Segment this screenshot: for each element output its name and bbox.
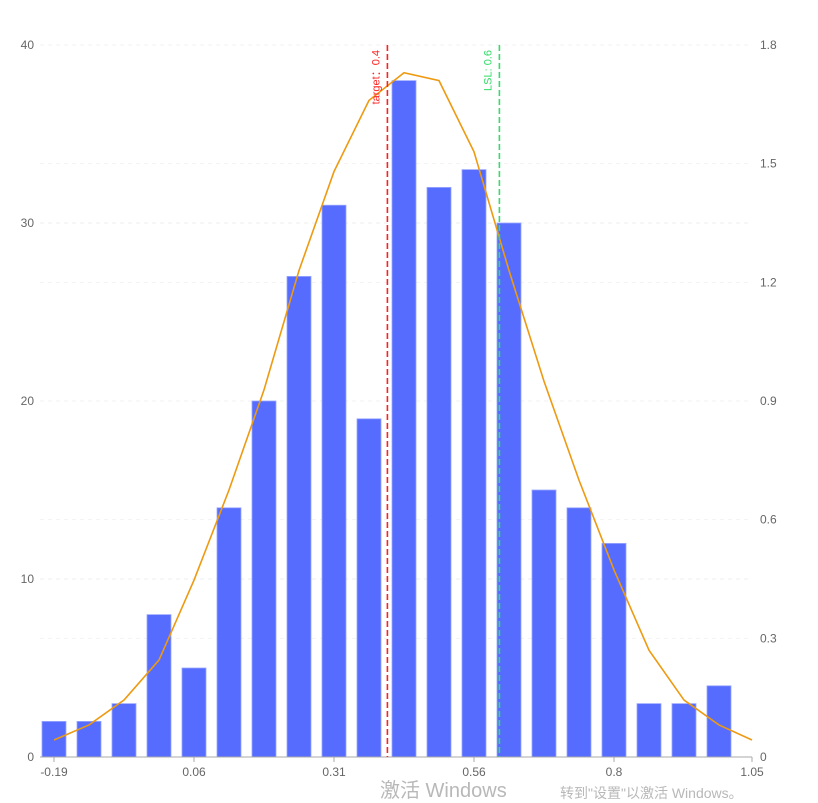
- histogram-bar: [286, 275, 312, 758]
- x-tick-label: 1.05: [740, 765, 764, 779]
- mark-line-label: target：0.4: [370, 50, 382, 104]
- x-tick-label: 0.31: [322, 765, 346, 779]
- x-tick-label: 0.56: [462, 765, 486, 779]
- histogram-bar: [531, 489, 557, 758]
- histogram-bar: [216, 507, 242, 758]
- histogram-bar: [251, 400, 277, 758]
- x-tick-label: 0.8: [606, 765, 623, 779]
- watermark-title: 激活 Windows: [380, 780, 507, 802]
- histogram-bar: [146, 614, 172, 758]
- mark-line-label: LSL: 0.6: [482, 50, 494, 91]
- y-left-tick-label: 10: [21, 572, 35, 586]
- histogram-bar: [76, 721, 102, 758]
- histogram-bar: [636, 703, 662, 758]
- watermark-subtitle: 转到"设置"以激活 Windows。: [560, 785, 743, 801]
- y-left-tick-label: 0: [27, 750, 34, 764]
- histogram-bar: [496, 222, 522, 758]
- histogram-bar: [321, 204, 347, 758]
- histogram-bar: [671, 703, 697, 758]
- histogram-bar: [356, 418, 382, 758]
- y-right-tick-label: 1.8: [760, 38, 777, 52]
- histogram-bar: [426, 186, 452, 758]
- histogram-bar: [601, 543, 627, 758]
- histogram-bar: [706, 685, 732, 758]
- histogram-bar: [181, 667, 207, 758]
- y-left-tick-label: 40: [21, 38, 35, 52]
- y-left-tick-label: 30: [21, 216, 35, 230]
- y-right-tick-label: 1.2: [760, 275, 777, 289]
- y-left-tick-label: 20: [21, 394, 35, 408]
- y-right-tick-label: 0.9: [760, 394, 777, 408]
- x-tick-label: -0.19: [40, 765, 68, 779]
- density-curve: [53, 71, 753, 741]
- histogram-bar: [461, 169, 487, 758]
- histogram-bar: [391, 80, 417, 758]
- y-right-tick-label: 0.6: [760, 513, 777, 527]
- histogram-bar: [566, 507, 592, 758]
- histogram-bar: [111, 703, 137, 758]
- y-right-tick-label: 0.3: [760, 631, 777, 645]
- x-tick-label: 0.06: [182, 765, 206, 779]
- y-right-tick-label: 1.5: [760, 157, 777, 171]
- y-right-tick-label: 0: [760, 750, 767, 764]
